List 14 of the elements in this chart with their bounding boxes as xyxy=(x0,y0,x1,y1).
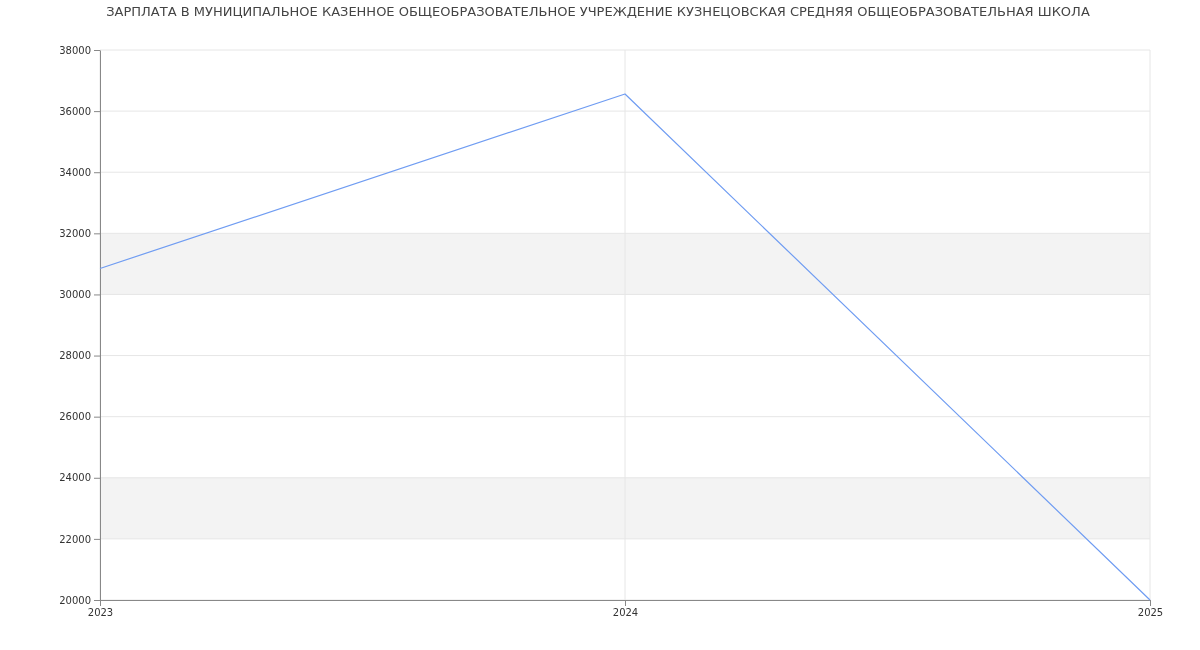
y-tick-label: 26000 xyxy=(59,411,91,423)
chart-title: ЗАРПЛАТА В МУНИЦИПАЛЬНОЕ КАЗЕННОЕ ОБЩЕОБРАЗОВАТЕЛЬНОЕ УЧРЕЖДЕНИЕ КУЗНЕЦОВСКАЯ СРЕДНЯЯ ОБЩЕОБРАЗОВАТЕЛЬНАЯ ШКОЛА xyxy=(106,4,1090,19)
y-tick-label: 24000 xyxy=(59,472,91,484)
y-tick-label: 22000 xyxy=(59,533,91,545)
y-tick-label: 34000 xyxy=(59,166,91,178)
y-tick-label: 38000 xyxy=(59,44,91,56)
y-tick-label: 36000 xyxy=(59,105,91,117)
x-tick-label: 2023 xyxy=(87,607,114,619)
y-tick-label: 32000 xyxy=(59,228,91,240)
x-tick-label: 2025 xyxy=(1137,607,1164,619)
y-tick-label: 20000 xyxy=(59,594,91,606)
x-tick-label: 2024 xyxy=(612,607,639,619)
y-tick-label: 30000 xyxy=(59,289,91,301)
y-tick-label: 28000 xyxy=(59,350,91,362)
